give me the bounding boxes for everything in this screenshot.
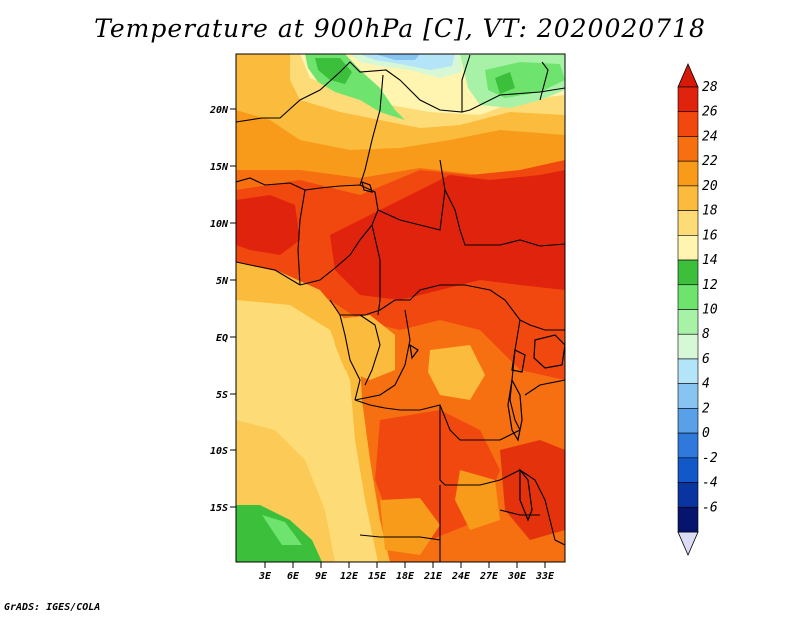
- lon-label-12e: 12E: [340, 571, 359, 582]
- colorbar-label: 8: [702, 327, 710, 342]
- colorbar-swatch: [677, 408, 699, 434]
- lat-label-10n: 10N: [210, 219, 229, 230]
- lat-label-15n: 15N: [210, 162, 229, 173]
- lon-label-21e: 21E: [423, 571, 443, 582]
- colorbar-label: 2: [702, 401, 710, 416]
- lon-label-6e: 6E: [287, 571, 300, 582]
- lon-label-33e: 33E: [535, 571, 555, 582]
- colorbar-swatch: [677, 235, 699, 261]
- colorbar-swatch: [677, 86, 699, 113]
- colorbar-label: 28: [702, 80, 718, 95]
- latitude-axis: 20N 15N 10N 5N EQ 5S 10S 15S: [209, 105, 236, 514]
- colorbar-label: 20: [702, 179, 718, 194]
- colorbar-label: 18: [702, 204, 718, 219]
- colorbar-swatch: [677, 457, 699, 483]
- colorbar-swatch: [677, 136, 699, 162]
- map-frame: [235, 53, 566, 563]
- colorbar-swatch: [677, 432, 699, 459]
- lon-label-30e: 30E: [507, 571, 527, 582]
- lon-label-3e: 3E: [258, 571, 272, 582]
- lon-label-24e: 24E: [451, 571, 471, 582]
- colorbar-swatch: [677, 111, 699, 137]
- colorbar-swatch: [677, 333, 699, 360]
- colorbar-label: 14: [702, 253, 718, 268]
- colorbar-label: 26: [702, 105, 718, 120]
- colorbar-swatch: [677, 309, 699, 335]
- colorbar-label: -6: [702, 500, 718, 515]
- lat-label-20n: 20N: [209, 105, 229, 116]
- lon-label-27e: 27E: [479, 571, 499, 582]
- colorbar-label: 24: [702, 129, 718, 144]
- temperature-field: [236, 54, 565, 562]
- lat-label-10s: 10S: [210, 446, 228, 457]
- colorbar-swatch: [677, 185, 699, 211]
- colorbar-swatch: [677, 506, 699, 533]
- lat-label-5s: 5S: [216, 390, 228, 401]
- colorbar-label: 4: [702, 377, 710, 392]
- colorbar-label: 16: [702, 228, 718, 243]
- colorbar-label: 0: [702, 426, 710, 441]
- lon-label-9e: 9E: [315, 571, 328, 582]
- colorbar-over-arrow: [677, 62, 699, 88]
- colorbar-label: 22: [702, 154, 718, 169]
- longitude-axis: 3E 6E 9E 12E 15E 18E 21E 24E 27E 30E 33E: [258, 562, 555, 582]
- grads-credit: GrADS: IGES/COLA: [4, 602, 101, 613]
- colorbar-swatch: [677, 160, 699, 187]
- country-boundaries: [236, 54, 565, 562]
- colorbar-label: -2: [702, 451, 718, 466]
- colorbar-label: 10: [702, 303, 718, 318]
- colorbar-label: -4: [702, 476, 718, 491]
- lat-label-eq: EQ: [216, 333, 228, 344]
- colorbar-swatch: [677, 482, 699, 508]
- colorbar-swatch: [677, 358, 699, 384]
- lat-label-5n: 5N: [216, 276, 229, 287]
- lat-label-15s: 15S: [210, 503, 228, 514]
- lon-label-18e: 18E: [396, 571, 415, 582]
- colorbar-swatch: [677, 210, 699, 236]
- colorbar-label: 12: [702, 278, 718, 293]
- lakes: [361, 181, 565, 522]
- colorbar-swatch: [677, 259, 699, 286]
- colorbar-swatch: [677, 284, 699, 310]
- lon-label-15e: 15E: [368, 571, 387, 582]
- colorbar-label: 6: [702, 352, 710, 367]
- colorbar-under-arrow: [677, 531, 699, 557]
- map-title: Temperature at 900hPa [C], VT: 202002071…: [94, 14, 706, 43]
- colorbar-swatch: [677, 383, 699, 409]
